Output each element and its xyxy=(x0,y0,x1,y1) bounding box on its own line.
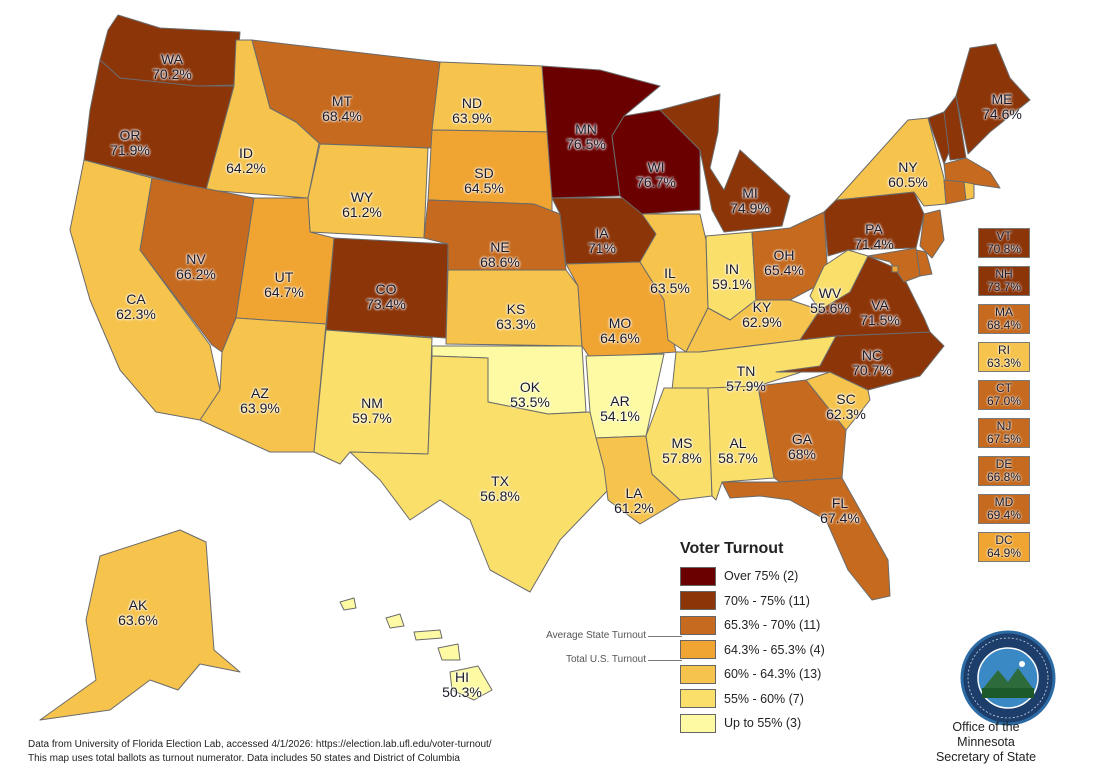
legend-item: 60% - 64.3% (13) xyxy=(680,662,880,687)
state-shape-ak[interactable] xyxy=(39,529,241,721)
small-state-abbr: RI xyxy=(998,343,1010,357)
legend-item: 70% - 75% (11) xyxy=(680,589,880,614)
legend-rows: Over 75% (2) 70% - 75% (11) 65.3% - 70% (1… xyxy=(680,564,880,736)
legend-item: 64.3% - 65.3% (4) xyxy=(680,638,880,663)
hi-island-molokai xyxy=(413,629,443,641)
state-shapes xyxy=(39,14,1031,721)
footer-line2: This map uses total ballots as turnout n… xyxy=(28,753,460,764)
small-state-box-nh[interactable]: NH 73.7% xyxy=(978,266,1030,296)
legend-swatch xyxy=(680,664,716,684)
legend-label: Up to 55% (3) xyxy=(724,716,802,731)
small-state-turnout-value: 67.0% xyxy=(986,394,1022,408)
state-shape-tx[interactable] xyxy=(349,355,609,593)
state-shape-co[interactable] xyxy=(325,237,449,339)
legend-label: Over 75% (2) xyxy=(724,569,799,584)
legend-swatch xyxy=(680,615,716,635)
state-shape-ri[interactable] xyxy=(963,181,975,201)
state-shape-ct[interactable] xyxy=(943,179,967,205)
small-state-turnout-value: 69.4% xyxy=(986,508,1022,522)
legend-item: Up to 55% (3) xyxy=(680,711,880,736)
legend-item: 55% - 60% (7) xyxy=(680,687,880,712)
office-name: Office of the Minnesota Secretary of Sta… xyxy=(925,720,1047,765)
small-state-abbr: MA xyxy=(995,305,1013,319)
legend-label: 70% - 75% (11) xyxy=(724,593,810,608)
office-line2: Secretary of State xyxy=(935,750,1037,764)
small-state-box-ri[interactable]: RI 63.3% xyxy=(978,342,1030,372)
legend-swatch xyxy=(680,591,716,611)
small-state-turnout-value: 66.8% xyxy=(986,470,1022,484)
legend-label: 65.3% - 70% (11) xyxy=(724,618,821,633)
legend-swatch xyxy=(680,640,716,660)
office-line1: Office of the Minnesota xyxy=(952,720,1020,749)
minnesota-seal-icon xyxy=(960,630,1056,726)
footer-line1: Data from University of Florida Election… xyxy=(28,739,492,750)
legend-title: Voter Turnout xyxy=(680,540,784,557)
state-shape-wi[interactable] xyxy=(611,109,701,215)
state-shape-sd[interactable] xyxy=(427,129,553,213)
small-state-abbr: NJ xyxy=(996,419,1012,433)
small-state-abbr: DE xyxy=(995,457,1013,471)
small-state-abbr: MD xyxy=(994,495,1014,509)
small-state-abbr: NH xyxy=(995,267,1013,281)
total-us-turnout-line xyxy=(648,660,682,661)
small-state-box-dc[interactable]: DC 64.9% xyxy=(978,532,1030,562)
average-state-turnout-line xyxy=(648,636,682,637)
small-state-turnout-value: 70.8% xyxy=(986,242,1022,256)
average-state-turnout-label: Average State Turnout xyxy=(546,630,646,641)
state-shape-fl[interactable] xyxy=(721,477,891,601)
state-shape-il[interactable] xyxy=(639,213,709,353)
state-shape-ks[interactable] xyxy=(445,269,583,347)
hi-island-kauai xyxy=(339,597,357,611)
state-shape-nd[interactable] xyxy=(431,61,553,133)
small-state-box-nj[interactable]: NJ 67.5% xyxy=(978,418,1030,448)
small-state-abbr: DC xyxy=(995,533,1013,547)
state-shape-nj[interactable] xyxy=(919,209,945,259)
total-us-turnout-label: Total U.S. Turnout xyxy=(565,654,646,665)
state-shape-ny[interactable] xyxy=(835,117,947,207)
state-shape-hi[interactable] xyxy=(449,665,493,701)
state-shape-md[interactable] xyxy=(867,247,921,283)
small-state-turnout-value: 68.4% xyxy=(986,318,1022,332)
small-state-box-md[interactable]: MD 69.4% xyxy=(978,494,1030,524)
state-shape-me[interactable] xyxy=(955,43,1031,155)
footer-note: Data from University of Florida Election… xyxy=(28,738,492,766)
legend: Voter Turnout Over 75% (2) 70% - 75% (11)… xyxy=(680,540,880,736)
state-shape-wa[interactable] xyxy=(99,14,241,87)
state-shape-pa[interactable] xyxy=(823,191,925,257)
state-shape-mi[interactable] xyxy=(659,93,791,233)
state-shape-nm[interactable] xyxy=(313,329,433,465)
small-state-boxes: VT 70.8% NH 73.7% MA 68.4% RI 63.3% CT 67.0% NJ 67.… xyxy=(978,228,1032,570)
small-state-turnout-value: 64.9% xyxy=(986,546,1022,560)
small-state-box-de[interactable]: DE 66.8% xyxy=(978,456,1030,486)
legend-label: 64.3% - 65.3% (4) xyxy=(724,642,825,657)
hi-island-maui xyxy=(437,643,461,661)
small-state-box-vt[interactable]: VT 70.8% xyxy=(978,228,1030,258)
small-state-turnout-value: 63.3% xyxy=(986,356,1022,370)
legend-label: 55% - 60% (7) xyxy=(724,691,804,706)
legend-swatch xyxy=(680,713,716,733)
state-shape-hi-group xyxy=(339,597,493,701)
legend-swatch xyxy=(680,689,716,709)
small-state-turnout-value: 67.5% xyxy=(986,432,1022,446)
legend-item: Over 75% (2) xyxy=(680,564,880,589)
state-shape-nc[interactable] xyxy=(775,331,945,391)
small-state-turnout-value: 73.7% xyxy=(986,280,1022,294)
state-shape-wy[interactable] xyxy=(307,143,429,239)
legend-label: 60% - 64.3% (13) xyxy=(724,667,822,682)
small-state-box-ct[interactable]: CT 67.0% xyxy=(978,380,1030,410)
small-state-abbr: VT xyxy=(996,229,1012,243)
legend-swatch xyxy=(680,566,716,586)
hi-island-oahu xyxy=(385,613,405,629)
state-shape-dc[interactable] xyxy=(891,265,899,273)
small-state-box-ma[interactable]: MA 68.4% xyxy=(978,304,1030,334)
small-state-abbr: CT xyxy=(996,381,1012,395)
state-shape-sc[interactable] xyxy=(805,371,871,431)
legend-item: 65.3% - 70% (11) xyxy=(680,613,880,638)
